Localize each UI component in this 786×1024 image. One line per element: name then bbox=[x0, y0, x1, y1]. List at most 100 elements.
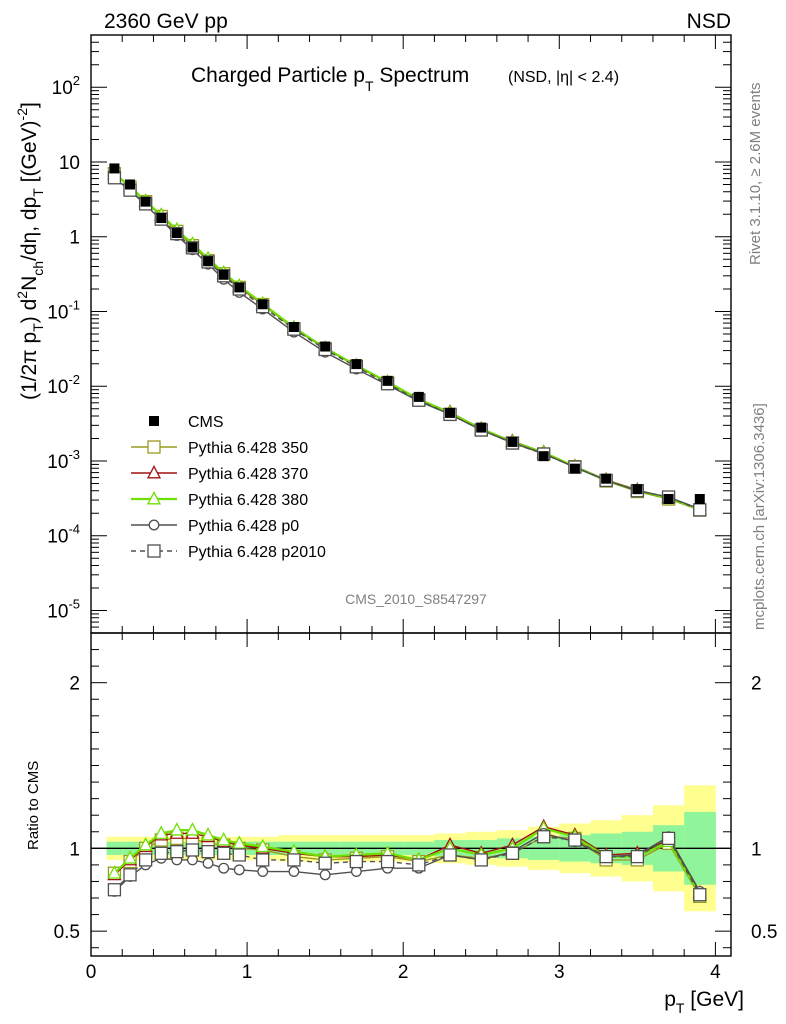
ratio-y-tick-label-right: 1 bbox=[751, 839, 762, 860]
ratio-point bbox=[138, 853, 153, 867]
legend-label: Pythia 6.428 380 bbox=[188, 492, 308, 509]
ratio-point bbox=[107, 865, 122, 879]
series-line bbox=[113, 173, 701, 511]
legend-label: Pythia 6.428 350 bbox=[188, 440, 308, 457]
main-panel: 10-5 10-4 10-3 10-2 10-1 1 10 102 Charged Parti… bbox=[14, 34, 732, 634]
ratio-panel: 0.5 0.5 1 1 2 2 0 1 2 3 4 Ratio to CMS pT [GeV] bbox=[25, 632, 777, 1016]
y-tick-label: 10-5 bbox=[47, 596, 80, 622]
ratio-y-axis-label: Ratio to CMS bbox=[25, 761, 42, 850]
analysis-id-label: CMS_2010_S8547297 bbox=[345, 591, 487, 607]
ratio-point bbox=[380, 854, 395, 869]
data-point bbox=[107, 171, 122, 185]
ratio-plot-frame bbox=[90, 632, 732, 957]
data-point bbox=[351, 359, 362, 370]
y-tick-label: 1 bbox=[69, 228, 80, 249]
mcplots-label: mcplots.cern.ch [arXiv:1306.3436] bbox=[751, 403, 768, 630]
ratio-y-tick-label-right: 2 bbox=[751, 674, 762, 695]
data-point bbox=[109, 163, 120, 174]
ratio-point bbox=[218, 862, 230, 874]
ratio-point bbox=[288, 866, 300, 877]
series-pythia-6-428-370 bbox=[107, 166, 707, 515]
ratio-point bbox=[693, 888, 707, 902]
ratio-point bbox=[318, 856, 332, 870]
ratio-point bbox=[122, 850, 138, 864]
ratio-point bbox=[107, 883, 122, 897]
ratio-point bbox=[201, 844, 215, 859]
data-point bbox=[693, 503, 707, 517]
legend-label: Pythia 6.428 p0 bbox=[188, 518, 299, 535]
data-point bbox=[632, 484, 643, 495]
ratio-point bbox=[169, 822, 184, 836]
legend-marker bbox=[147, 544, 161, 558]
ratio-point bbox=[349, 854, 364, 869]
main-axis-ticks: 10-5 10-4 10-3 10-2 10-1 1 10 102 bbox=[47, 34, 731, 633]
data-point bbox=[694, 494, 705, 505]
series-pythia-6-428-380 bbox=[107, 165, 707, 515]
data-point bbox=[601, 473, 612, 484]
ratio-point bbox=[568, 833, 582, 847]
data-point bbox=[382, 375, 393, 386]
series-line bbox=[113, 177, 701, 511]
data-point bbox=[125, 179, 136, 190]
data-point bbox=[156, 213, 167, 224]
header-process: NSD bbox=[687, 10, 731, 33]
ratio-point bbox=[257, 866, 269, 877]
ratio-y-tick-label: 1 bbox=[69, 839, 80, 860]
ratio-y-tick-label: 0.5 bbox=[54, 922, 80, 943]
ratio-point bbox=[474, 853, 488, 867]
ratio-point bbox=[319, 869, 331, 881]
data-point bbox=[445, 407, 456, 418]
ratio-point bbox=[154, 825, 169, 839]
x-axis-label: pT [GeV] bbox=[664, 988, 744, 1016]
ratio-series-pythia-6-428-p2010 bbox=[107, 830, 707, 902]
ratio-point bbox=[217, 846, 231, 860]
y-tick-label: 10-4 bbox=[47, 522, 80, 548]
ratio-point bbox=[443, 848, 457, 862]
legend-marker bbox=[148, 519, 160, 531]
data-point bbox=[538, 451, 549, 462]
series-line bbox=[113, 173, 701, 511]
data-point bbox=[257, 299, 268, 310]
ratio-point bbox=[123, 868, 137, 882]
ratio-y-tick-label: 2 bbox=[69, 674, 80, 695]
plot-title: Charged Particle pT Spectrum bbox=[191, 64, 469, 94]
ratio-point bbox=[185, 843, 200, 857]
data-point bbox=[476, 422, 487, 433]
ratio-point bbox=[185, 822, 200, 836]
legend-label: Pythia 6.428 370 bbox=[188, 466, 308, 483]
rivet-version-label: Rivet 3.1.10, ≥ 2.6M events bbox=[747, 83, 764, 266]
ratio-point bbox=[255, 838, 270, 853]
x-tick-label: 2 bbox=[398, 962, 409, 983]
data-point bbox=[288, 322, 299, 333]
data-point bbox=[187, 242, 198, 253]
ratio-point bbox=[287, 853, 301, 867]
ratio-axis-ticks: 0.5 0.5 1 1 2 2 0 1 2 3 4 bbox=[54, 633, 777, 983]
data-point bbox=[234, 282, 245, 293]
y-tick-label: 10-2 bbox=[47, 372, 80, 398]
ratio-point bbox=[599, 849, 613, 864]
data-point bbox=[171, 228, 182, 239]
data-point bbox=[569, 463, 580, 474]
series-cms bbox=[109, 163, 705, 505]
x-tick-label: 4 bbox=[710, 962, 721, 983]
ratio-point bbox=[232, 835, 247, 849]
ratio-series-layer bbox=[107, 818, 707, 904]
ratio-point bbox=[661, 831, 676, 846]
y-tick-label: 10 bbox=[59, 153, 80, 174]
data-point bbox=[413, 391, 424, 402]
ratio-point bbox=[232, 848, 246, 862]
data-point bbox=[507, 436, 518, 447]
data-point bbox=[320, 341, 331, 352]
data-point bbox=[663, 494, 674, 505]
legend-label: Pythia 6.428 p2010 bbox=[188, 544, 326, 561]
data-point bbox=[218, 269, 229, 280]
ratio-point bbox=[412, 858, 426, 872]
ratio-point bbox=[233, 864, 245, 876]
ratio-point bbox=[505, 846, 520, 860]
legend-label: CMS bbox=[188, 414, 224, 431]
ratio-point bbox=[256, 853, 270, 867]
legend-marker bbox=[147, 440, 161, 454]
main-plot-frame bbox=[90, 34, 732, 634]
y-tick-label: 10-1 bbox=[47, 297, 80, 323]
